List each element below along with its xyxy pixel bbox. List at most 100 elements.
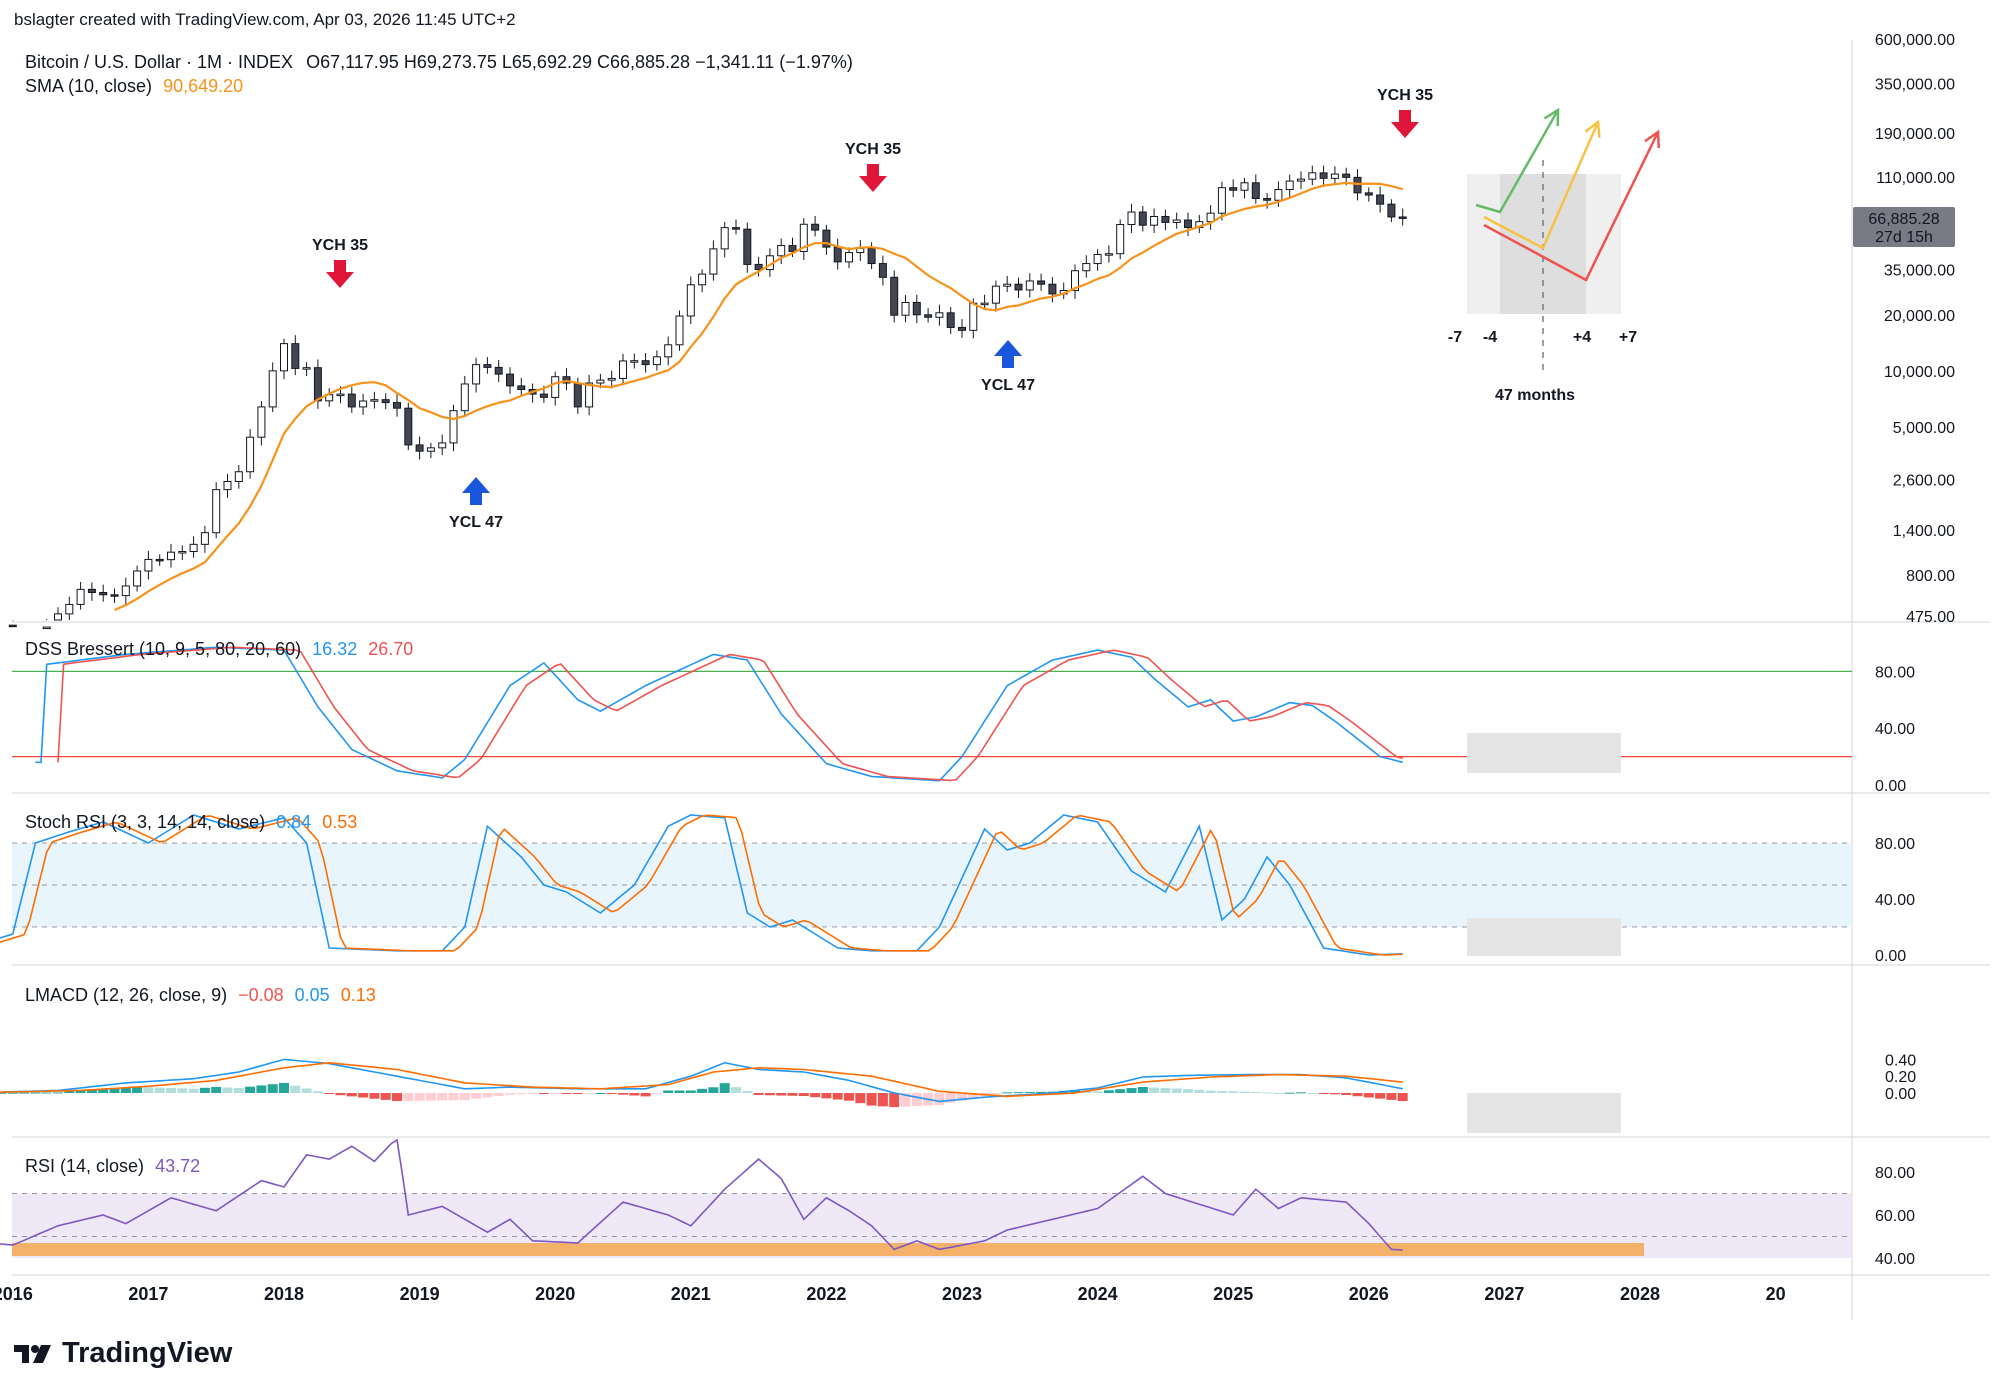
lmacd-hist-bar [1352,1093,1363,1097]
price-tick-label: 10,000.00 [1884,364,1955,381]
candle [121,585,130,597]
lmacd-hist-bar [606,1093,617,1094]
candle [313,367,322,402]
stoch-legend: Stoch RSI (3, 3, 14, 14, close) 0.84 0.5… [25,812,357,833]
candle [619,360,627,379]
ohlc-values: O67,117.95 H69,273.75 L65,692.29 C66,885… [306,52,853,72]
candle [1104,253,1113,256]
price-tick-label: 1,400.00 [1893,523,1955,540]
lmacd-hist-bar [1318,1093,1329,1094]
candle [1342,173,1351,178]
candle [347,393,356,408]
candle [743,228,752,265]
candle [777,245,786,257]
candle [415,444,424,452]
lmacd-hist-bar [86,1089,97,1093]
candle [539,393,548,398]
candle [65,603,74,615]
lmacd-hist-bar [143,1087,154,1093]
lmacd-hist-bar [1296,1092,1306,1094]
candle [1082,263,1091,272]
lmacd-hist-bar [53,1092,63,1094]
lmacd-hist-bar [19,1092,30,1094]
time-axis-year-label: 2024 [1078,1284,1118,1304]
lmacd-hist-bar [640,1093,651,1097]
lmacd-hist-bar [199,1087,210,1093]
tradingview-logo[interactable]: TradingView [14,1337,232,1370]
stoch-value-2: 0.53 [322,812,358,832]
symbol-title: Bitcoin / U.S. Dollar · 1M · INDEX O67,1… [25,52,853,73]
lmacd-hist-bar [166,1087,176,1093]
lmacd-hist-bar [753,1093,764,1096]
lmacd-hist-bar [1092,1091,1103,1093]
lmacd-hist-bar [414,1093,425,1101]
lmacd-hist-bar [832,1093,843,1100]
rsi-tick-label: 40.00 [1875,1251,1915,1268]
candle [698,273,707,286]
candle [754,263,763,271]
lmacd-hist-bar [1115,1089,1126,1093]
stoch-value-1: 0.84 [276,812,312,832]
lmacd-hist-bar [41,1092,52,1094]
candle [845,252,853,263]
candle [280,343,288,372]
candle [652,356,661,366]
lmacd-hist-bar [1013,1092,1024,1094]
lmacd-hist-bar [505,1093,515,1095]
candle [833,246,842,263]
candle [878,263,887,278]
lmacd-hist-bar [844,1093,854,1101]
scenario-arrow-red [1483,131,1660,282]
bar-countdown-label: 27d 15h [1875,229,1933,246]
candle [87,588,96,594]
dss-tick-label: 0.00 [1875,778,1906,795]
candle [573,382,582,408]
dss-d-line [57,646,1403,782]
lmacd-hist-bar [685,1090,696,1093]
candle [167,551,175,561]
credit-line: bslagter created with TradingView.com, A… [14,10,516,29]
lmacd-hist-bar [279,1082,289,1093]
lmacd-hist-bar [1216,1090,1227,1093]
candle [1274,189,1283,201]
lmacd-signal-line [0,1061,1403,1098]
lmacd-hist-bar [7,1092,18,1094]
lmacd-hist-bar [1284,1092,1295,1094]
candle [958,326,966,331]
lmacd-hist-bar [346,1093,357,1097]
candle [720,227,729,250]
price-tick-label: 35,000.00 [1884,263,1955,280]
lmacd-hist-bar [527,1093,538,1094]
candle [54,613,62,621]
candle [1364,192,1373,196]
rsi-support-band [12,1243,1644,1256]
lmacd-hist-bar [1036,1091,1047,1093]
lmacd-hist-bar [493,1093,504,1097]
lmacd-hist-bar [1273,1093,1284,1094]
lmacd-hist-bar [120,1087,131,1093]
cycle-offset-label: -7 [1448,329,1462,346]
lmacd-hist-bar [437,1093,448,1101]
candle [1184,219,1192,228]
lmacd-hist-bar [459,1093,470,1101]
lmacd-hist-bar [1250,1091,1261,1093]
candle [189,543,198,552]
candle [811,223,820,231]
candle [935,312,944,318]
lmacd-hist-bar [267,1084,278,1093]
lmacd-hist-bar [1375,1093,1386,1099]
lmacd-hist-bar [1205,1090,1216,1093]
lmacd-hist-bar [572,1093,583,1094]
candles-group [8,165,1407,630]
lmacd-hist-bar [392,1093,402,1102]
candle [867,247,876,265]
lmacd-tick-label: 0.00 [1885,1086,1916,1103]
lmacd-hist-bar [697,1088,708,1093]
sma-line [114,181,1403,612]
candle [460,383,469,412]
candle [946,312,955,328]
lmacd-hist-bar [471,1093,482,1099]
candle [336,393,345,397]
candle [76,588,85,605]
